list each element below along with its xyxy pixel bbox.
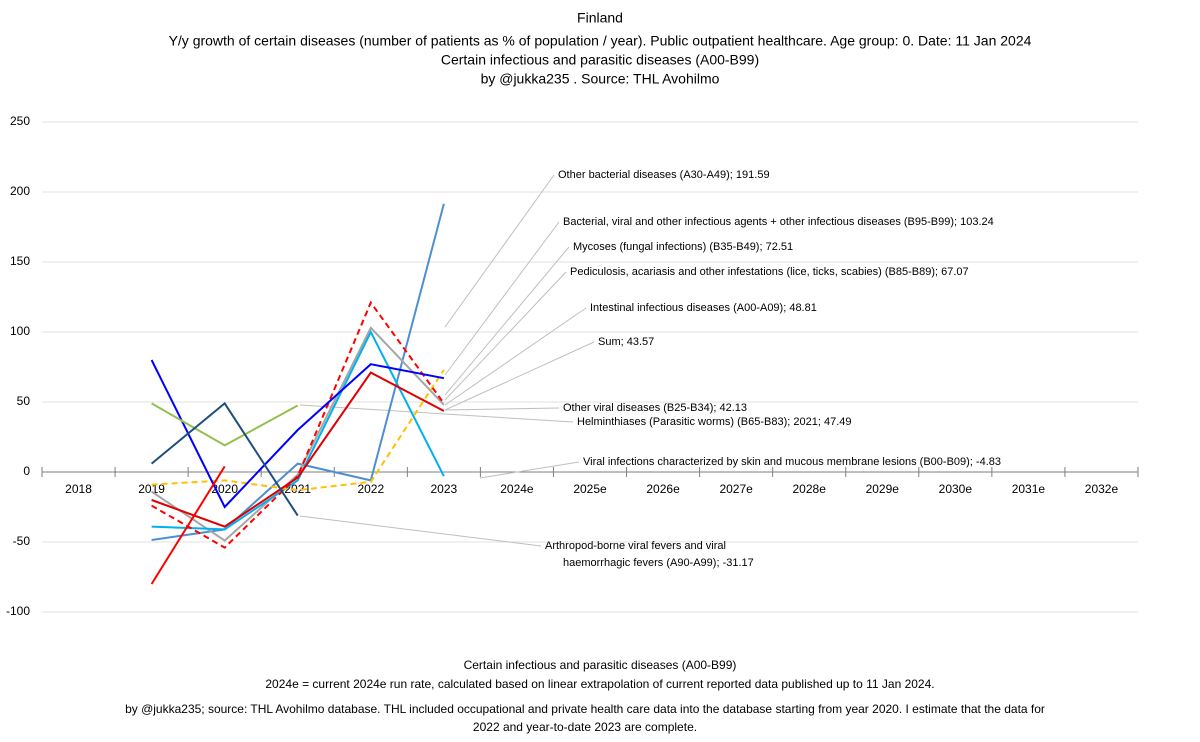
x-tick-label: 2023 xyxy=(431,482,458,496)
x-tick-label: 2025e xyxy=(573,482,607,496)
series-line xyxy=(151,371,445,528)
leader-line xyxy=(444,221,560,376)
y-tick-label: 50 xyxy=(17,394,31,408)
chart-subtitle: by @jukka235 . Source: THL Avohilmo xyxy=(481,71,720,87)
annotation: Helminthiases (Parasitic worms) (B65-B83… xyxy=(577,416,852,428)
x-tick-label: 2022 xyxy=(357,482,384,496)
leader-line xyxy=(444,407,560,411)
x-tick-label: 2031e xyxy=(1012,482,1046,496)
leader-line xyxy=(444,271,567,401)
annotation: Mycoses (fungal infections) (B35-B49); 7… xyxy=(573,241,793,253)
y-tick-label: 250 xyxy=(10,114,30,128)
annotation: Pediculosis, acariasis and other infesta… xyxy=(570,266,969,278)
annotation: haemorrhagic fevers (A90-A99); -31.17 xyxy=(563,557,754,569)
series-line xyxy=(150,359,445,509)
leader-line xyxy=(444,307,587,406)
annotation: Bacterial, viral and other infectious ag… xyxy=(563,216,994,228)
annotation: Other viral diseases (B25-B34); 42.13 xyxy=(563,402,747,414)
x-tick-label: 2027e xyxy=(719,482,753,496)
footer-note: 2024e = current 2024e run rate, calculat… xyxy=(265,677,934,691)
chart-title: Finland xyxy=(577,10,623,26)
x-tick-label: 2028e xyxy=(793,482,827,496)
series-line xyxy=(151,402,299,447)
footer-note: by @jukka235; source: THL Avohilmo datab… xyxy=(125,702,1045,716)
footer-note: Certain infectious and parasitic disease… xyxy=(464,658,737,672)
footer-note: 2022 and year-to-date 2023 are complete. xyxy=(473,720,697,734)
y-tick-label: -100 xyxy=(6,604,30,618)
x-tick-label: 2024e xyxy=(500,482,534,496)
annotation: Intestinal infectious diseases (A00-A09)… xyxy=(590,302,817,314)
leader-line xyxy=(444,246,570,396)
annotation: Other bacterial diseases (A30-A49); 191.… xyxy=(558,169,770,181)
chart-subtitle: Y/y growth of certain diseases (number o… xyxy=(169,33,1032,49)
x-tick-label: 2019 xyxy=(138,482,165,496)
leader-line xyxy=(299,515,542,547)
series-line xyxy=(150,401,299,517)
series-line xyxy=(150,465,226,585)
y-tick-label: 150 xyxy=(10,254,30,268)
x-tick-label: 2029e xyxy=(866,482,900,496)
y-tick-label: 0 xyxy=(23,464,30,478)
series-line xyxy=(151,326,445,542)
x-tick-label: 2030e xyxy=(939,482,973,496)
annotation: Sum; 43.57 xyxy=(598,336,654,348)
chart-subtitle: Certain infectious and parasitic disease… xyxy=(441,52,759,68)
series-line xyxy=(151,369,445,492)
y-tick-label: 200 xyxy=(10,184,30,198)
annotation: Viral infections characterized by skin a… xyxy=(583,456,1001,468)
annotation: Arthropod-borne viral fevers and viral xyxy=(545,540,726,552)
y-tick-label: -50 xyxy=(13,534,31,548)
x-tick-label: 2018 xyxy=(65,482,92,496)
series-line xyxy=(151,300,445,549)
series-line xyxy=(151,329,445,531)
leader-line xyxy=(444,174,555,328)
leader-line xyxy=(479,461,580,479)
y-tick-label: 100 xyxy=(10,324,30,338)
leader-line xyxy=(444,341,595,411)
x-tick-label: 2032e xyxy=(1085,482,1119,496)
x-tick-label: 2026e xyxy=(646,482,680,496)
